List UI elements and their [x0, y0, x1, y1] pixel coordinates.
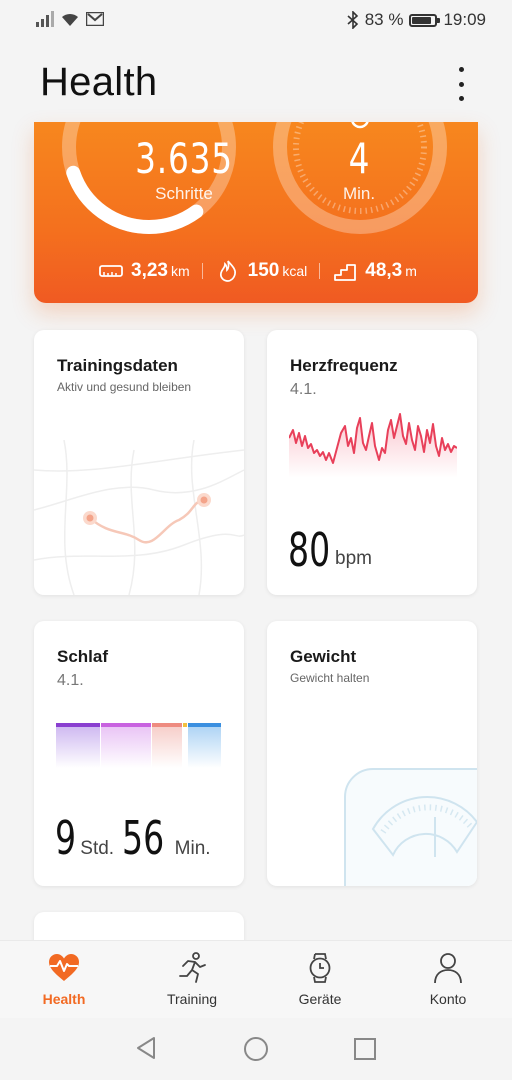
floors-unit: m [405, 263, 417, 279]
steps-label: Schritte [155, 184, 213, 203]
nav-devices-label: Geräte [298, 991, 342, 1007]
calories-unit: kcal [282, 263, 308, 279]
gmail-icon [86, 12, 104, 26]
nav-account[interactable]: Konto [398, 951, 498, 1007]
stairs-icon [334, 264, 357, 281]
more-options-button[interactable] [446, 64, 476, 104]
nav-health[interactable]: Health [14, 951, 114, 1007]
sleep-date: 4.1. [57, 672, 84, 689]
distance-metric: 3,23 km [98, 260, 190, 282]
weight-subtitle: Gewicht halten [290, 671, 370, 685]
ruler-icon [99, 265, 123, 277]
nav-account-label: Konto [429, 991, 467, 1007]
page-title: Health [40, 60, 158, 104]
route-map-illustration [34, 440, 244, 595]
battery-percent: 83 % [364, 10, 404, 29]
activity-rings [62, 122, 447, 234]
scale-icon [344, 768, 477, 886]
steps-value: 3.635 [135, 134, 233, 183]
nav-health-label: Health [42, 991, 86, 1007]
heart-pulse-icon [49, 954, 79, 981]
running-person-icon [179, 952, 206, 983]
heart-rate-date: 4.1. [290, 381, 317, 398]
back-icon[interactable] [134, 1036, 158, 1060]
heart-rate-value-row: 80 [288, 523, 347, 577]
training-subtitle: Aktiv und gesund bleiben [57, 380, 192, 394]
heart-rate-tile[interactable]: Herzfrequenz 4.1. 80 bpm [267, 330, 477, 595]
heart-rate-value: 80 [288, 523, 331, 577]
floors-value: 48,3 [365, 260, 403, 281]
weight-title: Gewicht [290, 647, 357, 666]
sleep-minutes-unit: Min. [174, 838, 211, 859]
nav-devices[interactable]: Geräte [270, 951, 370, 1007]
bottom-navigation: Health Training Geräte Konto [0, 940, 512, 1018]
clock: 19:09 [443, 10, 486, 29]
activity-summary-card[interactable]: 3.635 Schritte 4 Min. 3,23 km 150 kcal 4… [34, 122, 478, 303]
status-bar: 83 % 19:09 [0, 0, 512, 42]
bluetooth-icon [347, 11, 358, 29]
wifi-icon [62, 13, 78, 26]
calories-metric: 150 kcal [215, 260, 308, 282]
nav-training[interactable]: Training [142, 951, 242, 1007]
sleep-duration: 9 Std. 56 Min. [55, 811, 211, 865]
sleep-minutes: 56 [122, 811, 165, 865]
sleep-hours-unit: Std. [80, 838, 115, 859]
signal-icon [36, 11, 54, 27]
sleep-stages-chart [56, 723, 221, 768]
distance-value: 3,23 [131, 260, 168, 281]
flame-icon [219, 260, 236, 282]
battery-icon [409, 13, 441, 27]
calories-value: 150 [247, 260, 280, 281]
active-minutes-label: Min. [342, 184, 376, 203]
activity-metrics: 3,23 km 150 kcal 48,3 m [98, 260, 417, 282]
home-icon[interactable] [243, 1036, 269, 1062]
training-data-tile[interactable]: Trainingsdaten Aktiv und gesund bleiben [34, 330, 244, 595]
sleep-hours: 9 [55, 811, 77, 865]
distance-unit: km [170, 263, 190, 279]
weight-tile[interactable]: Gewicht Gewicht halten [267, 621, 477, 886]
heart-rate-title: Herzfrequenz [290, 356, 398, 375]
training-title: Trainingsdaten [57, 356, 178, 375]
person-icon [434, 953, 462, 984]
sleep-title: Schlaf [57, 647, 109, 666]
recents-icon[interactable] [353, 1037, 377, 1061]
active-minutes-value: 4 [348, 134, 370, 183]
system-navigation-bar [0, 1018, 512, 1080]
heart-rate-unit: bpm [335, 548, 372, 569]
watch-icon [309, 953, 331, 983]
heart-rate-sparkline [289, 413, 457, 478]
nav-training-label: Training [166, 991, 218, 1007]
floors-metric: 48,3 m [332, 260, 417, 282]
sleep-tile[interactable]: Schlaf 4.1. 9 Std. 56 Min. [34, 621, 244, 886]
